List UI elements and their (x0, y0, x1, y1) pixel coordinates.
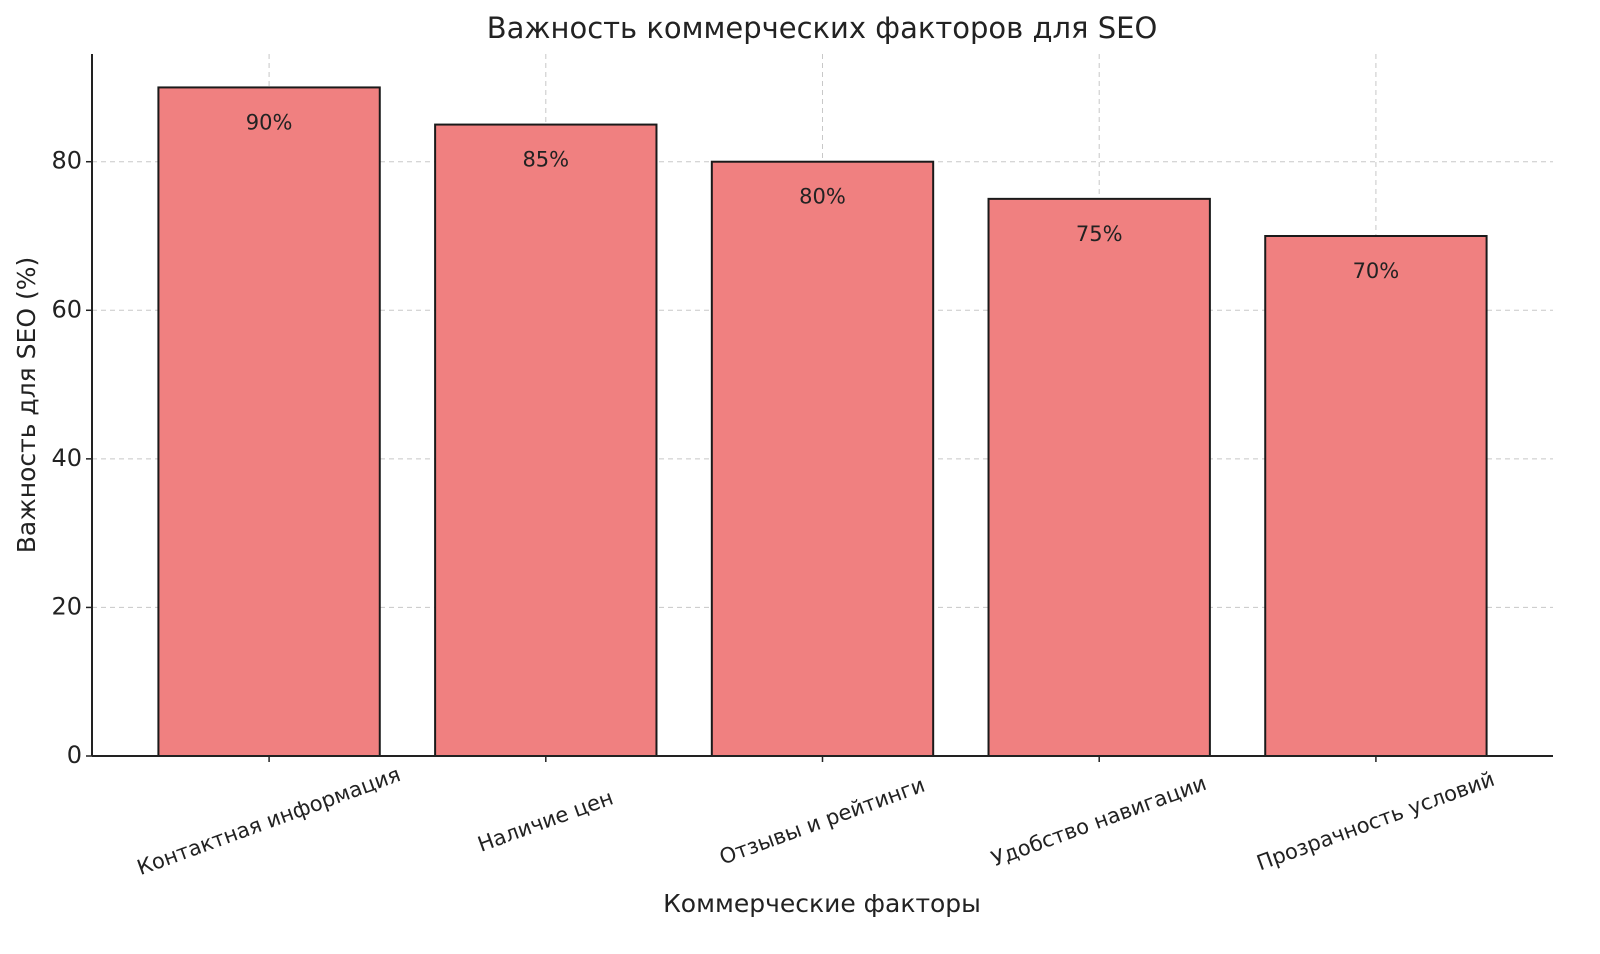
y-tick-label: 0 (67, 741, 82, 769)
y-tick-label: 20 (51, 592, 82, 620)
y-axis-label: Важность для SEO (%) (12, 257, 41, 553)
x-tick-label: Наличие цен (474, 785, 616, 856)
bar (434, 123, 658, 758)
bar (710, 160, 935, 757)
value-label: 70% (1353, 259, 1400, 283)
value-label: 75% (1076, 222, 1123, 246)
y-tick-label: 60 (51, 295, 82, 323)
value-label: 90% (246, 110, 293, 134)
y-tick-label: 40 (51, 444, 82, 472)
value-label: 85% (522, 148, 569, 172)
chart-title: Важность коммерческих факторов для SEO (487, 11, 1158, 45)
x-axis-label: Коммерческие факторы (663, 889, 981, 918)
x-tick-label: Контактная информация (134, 762, 404, 880)
y-tick-label: 80 (51, 147, 82, 175)
bar (157, 86, 381, 757)
x-tick-label: Удобство навигации (988, 771, 1209, 871)
x-tick-label: Отзывы и рейтинги (716, 773, 928, 870)
bar (987, 197, 1211, 758)
bar (1264, 235, 1488, 757)
x-tick-label: Прозрачность условий (1253, 767, 1497, 875)
value-label: 80% (799, 185, 846, 209)
